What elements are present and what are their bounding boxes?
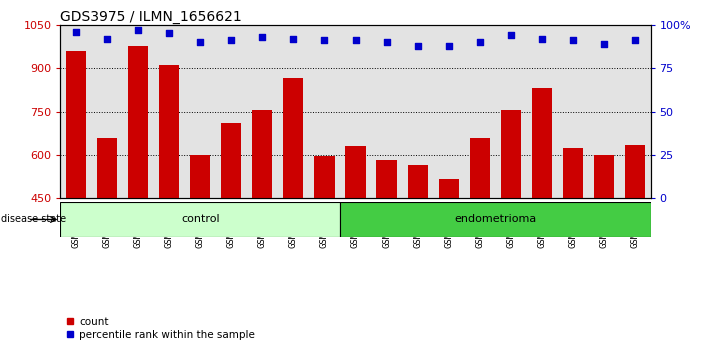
Point — [412, 43, 423, 48]
Bar — [314, 156, 335, 198]
Bar — [309, 25, 340, 198]
Bar — [92, 25, 122, 198]
Point — [567, 38, 579, 43]
Bar — [439, 179, 459, 198]
Bar — [619, 25, 651, 198]
Bar — [376, 160, 397, 198]
Text: GDS3975 / ILMN_1656621: GDS3975 / ILMN_1656621 — [60, 10, 242, 24]
Bar — [97, 137, 117, 198]
Point — [381, 39, 392, 45]
Bar — [340, 25, 371, 198]
Bar — [154, 25, 185, 198]
Bar — [407, 165, 428, 198]
Point — [164, 30, 175, 36]
Bar — [283, 78, 304, 198]
Bar — [563, 148, 583, 198]
Bar — [433, 25, 464, 198]
Bar — [526, 25, 557, 198]
Bar — [402, 25, 433, 198]
Text: endometrioma: endometrioma — [454, 215, 536, 224]
Legend: count, percentile rank within the sample: count, percentile rank within the sample — [65, 317, 255, 340]
Bar — [159, 65, 179, 198]
Point — [102, 36, 113, 41]
Point — [598, 41, 609, 47]
Point — [629, 38, 641, 43]
Point — [195, 39, 206, 45]
Bar — [371, 25, 402, 198]
Point — [505, 32, 516, 38]
Bar — [252, 110, 272, 198]
Bar — [60, 25, 92, 198]
Bar — [278, 25, 309, 198]
Point — [257, 34, 268, 40]
Point — [225, 38, 237, 43]
Text: control: control — [181, 215, 220, 224]
Point — [474, 39, 486, 45]
Bar — [496, 25, 526, 198]
Bar — [128, 46, 148, 198]
Bar — [589, 25, 619, 198]
Point — [350, 38, 361, 43]
Bar — [221, 123, 241, 198]
Bar — [625, 145, 645, 198]
Bar — [557, 25, 589, 198]
Bar — [247, 25, 278, 198]
Point — [70, 29, 82, 35]
Bar — [470, 137, 490, 198]
Bar — [340, 202, 651, 237]
Point — [536, 36, 547, 41]
Bar — [594, 155, 614, 198]
Bar — [190, 155, 210, 198]
Point — [132, 27, 144, 33]
Bar — [464, 25, 496, 198]
Bar — [60, 202, 340, 237]
Bar — [215, 25, 247, 198]
Bar — [185, 25, 215, 198]
Bar — [501, 110, 521, 198]
Point — [288, 36, 299, 41]
Text: disease state: disease state — [1, 215, 66, 224]
Bar — [122, 25, 154, 198]
Point — [443, 43, 454, 48]
Bar — [532, 88, 552, 198]
Point — [319, 38, 330, 43]
Bar — [66, 51, 86, 198]
Bar — [346, 146, 365, 198]
